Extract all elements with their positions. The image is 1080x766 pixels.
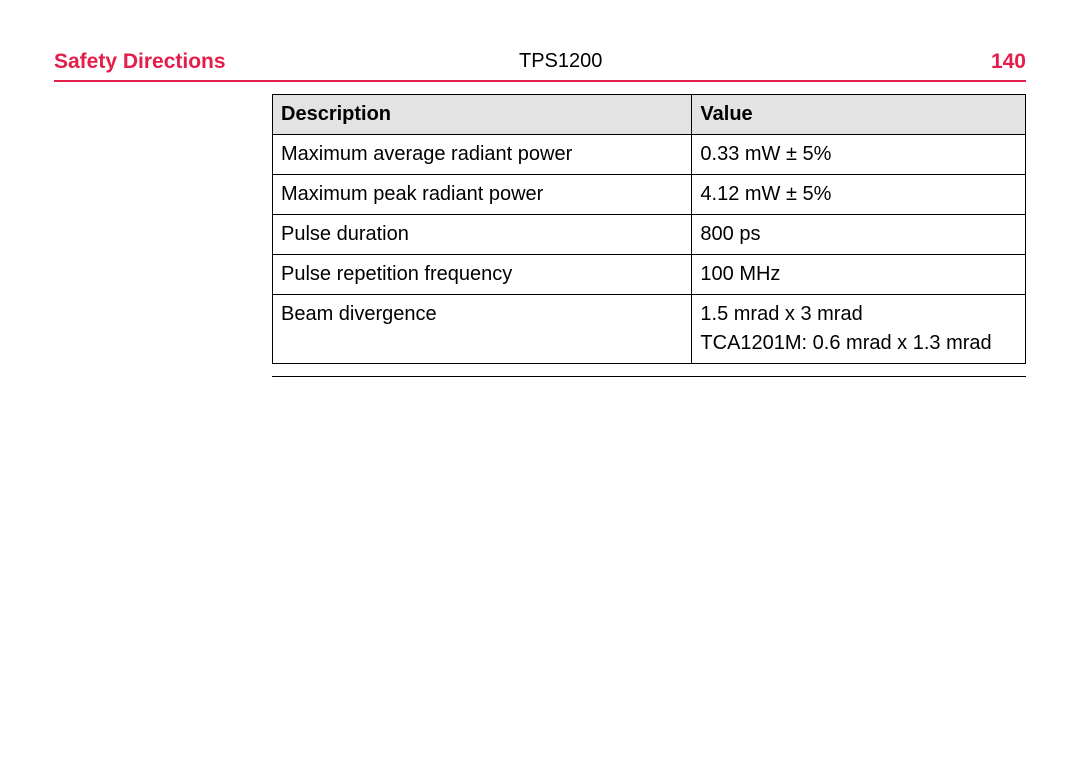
table-row: Pulse duration 800 ps — [273, 215, 1026, 255]
cell-value: 800 ps — [692, 215, 1026, 255]
table-row: Pulse repetition frequency 100 MHz — [273, 255, 1026, 295]
cell-value: 0.33 mW ± 5% — [692, 135, 1026, 175]
column-header-value: Value — [692, 95, 1026, 135]
cell-description: Beam divergence — [273, 295, 692, 364]
section-title: Safety Directions — [54, 50, 226, 74]
cell-description: Maximum peak radiant power — [273, 175, 692, 215]
cell-description: Pulse repetition frequency — [273, 255, 692, 295]
table-row: Maximum peak radiant power 4.12 mW ± 5% — [273, 175, 1026, 215]
cell-value: 100 MHz — [692, 255, 1026, 295]
cell-value: 1.5 mrad x 3 mradTCA1201M: 0.6 mrad x 1.… — [692, 295, 1026, 364]
cell-description: Pulse duration — [273, 215, 692, 255]
cell-value: 4.12 mW ± 5% — [692, 175, 1026, 215]
product-code: TPS1200 — [519, 50, 602, 73]
cell-description: Maximum average radiant power — [273, 135, 692, 175]
section-divider — [272, 376, 1026, 377]
page-header: Safety Directions TPS1200 140 — [54, 50, 1026, 82]
table-row: Beam divergence 1.5 mrad x 3 mradTCA1201… — [273, 295, 1026, 364]
page-number: 140 — [991, 50, 1026, 74]
column-header-description: Description — [273, 95, 692, 135]
specification-table: Description Value Maximum average radian… — [272, 94, 1026, 364]
table-row: Maximum average radiant power 0.33 mW ± … — [273, 135, 1026, 175]
table-header-row: Description Value — [273, 95, 1026, 135]
